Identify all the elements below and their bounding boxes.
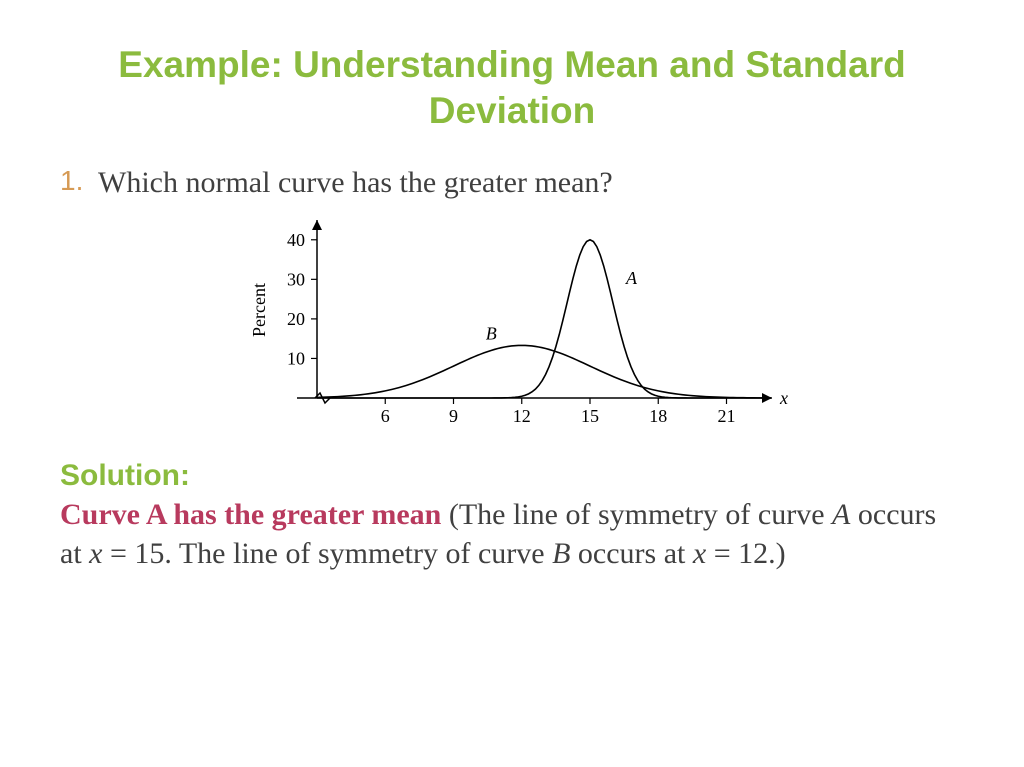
svg-text:15: 15 bbox=[581, 406, 599, 426]
chart-container: 6 9 12 15 18 21 10 20 30 40 x Percent A B bbox=[60, 208, 964, 448]
svg-text:12: 12 bbox=[513, 406, 531, 426]
slide-body: 1. Which normal curve has the greater me… bbox=[60, 163, 964, 573]
question-number: 1. bbox=[60, 163, 98, 202]
solution-answer: Curve A has the greater mean bbox=[60, 498, 441, 531]
svg-text:40: 40 bbox=[287, 229, 305, 249]
svg-text:20: 20 bbox=[287, 308, 305, 328]
svg-text:6: 6 bbox=[381, 406, 390, 426]
normal-curves-chart: 6 9 12 15 18 21 10 20 30 40 x Percent A B bbox=[232, 208, 792, 438]
svg-text:10: 10 bbox=[287, 348, 305, 368]
solution-block: Solution: Curve A has the greater mean (… bbox=[60, 456, 964, 573]
solution-text: Curve A has the greater mean (The line o… bbox=[60, 495, 964, 573]
question-row: 1. Which normal curve has the greater me… bbox=[60, 163, 964, 202]
slide-title: Example: Understanding Mean and Standard… bbox=[60, 42, 964, 135]
solution-heading: Solution: bbox=[60, 456, 964, 495]
svg-text:18: 18 bbox=[649, 406, 667, 426]
svg-text:9: 9 bbox=[449, 406, 458, 426]
question-text: Which normal curve has the greater mean? bbox=[98, 163, 964, 202]
svg-text:Percent: Percent bbox=[249, 283, 269, 337]
slide: Example: Understanding Mean and Standard… bbox=[0, 42, 1024, 767]
svg-text:A: A bbox=[625, 268, 638, 288]
svg-text:21: 21 bbox=[718, 406, 736, 426]
svg-text:B: B bbox=[486, 323, 497, 343]
svg-text:x: x bbox=[779, 388, 788, 408]
svg-text:30: 30 bbox=[287, 269, 305, 289]
